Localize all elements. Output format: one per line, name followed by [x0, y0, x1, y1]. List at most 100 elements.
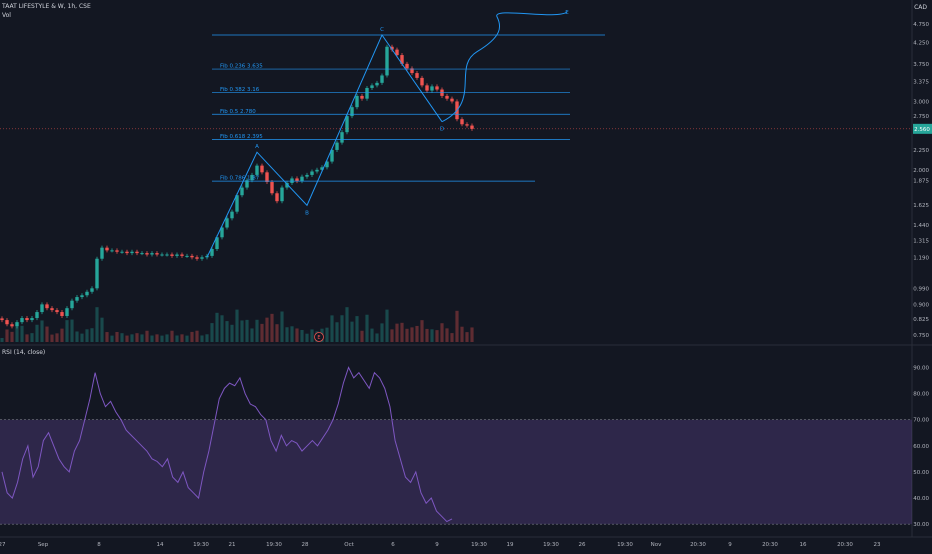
candle	[355, 95, 359, 108]
time-tick-label: 14	[157, 542, 164, 548]
volume-bar	[325, 327, 329, 342]
last-price-label: 2.560	[914, 127, 930, 133]
volume-bar	[400, 322, 404, 342]
candle	[50, 308, 54, 311]
volume-bar	[180, 334, 184, 342]
fib-level-label: Fib 0.236 3.635	[220, 64, 263, 70]
event-marker-label: E	[317, 335, 320, 341]
candle	[285, 182, 289, 188]
volume-bar	[410, 327, 414, 342]
volume-bar	[175, 335, 179, 342]
volume-bar	[145, 330, 149, 342]
candle	[385, 46, 389, 76]
candle	[0, 318, 4, 321]
candle	[420, 77, 424, 86]
time-tick-label: 26	[579, 542, 586, 548]
candle	[10, 324, 14, 327]
volume-bar	[215, 312, 219, 342]
candle	[90, 288, 94, 292]
volume-bar	[210, 323, 214, 342]
time-tick-label: 6	[391, 542, 395, 548]
candle	[270, 182, 274, 194]
volume-bar	[460, 326, 464, 342]
candle	[310, 171, 314, 175]
rsi-tick-label: 50.00	[913, 470, 929, 476]
time-tick-label: 9	[728, 542, 732, 548]
candle	[65, 308, 69, 317]
volume-bar	[445, 328, 449, 342]
volume-bar	[40, 320, 44, 342]
volume-bar	[300, 329, 304, 342]
candle	[250, 174, 254, 181]
volume-bar	[0, 338, 4, 342]
price-tick-label: 1.315	[913, 238, 929, 244]
candle	[415, 73, 419, 78]
volume-bar	[70, 319, 74, 342]
volume-bar	[50, 334, 54, 342]
rsi-line	[1, 366, 453, 523]
pattern-point-label: A	[255, 144, 259, 150]
volume-bar	[330, 315, 334, 342]
candle	[325, 161, 329, 168]
fib-level-label: Fib 0.786 1.87	[220, 176, 260, 182]
rsi-band	[0, 419, 912, 525]
candle	[30, 318, 34, 321]
price-tick-label: 0.825	[913, 317, 929, 323]
candle	[335, 142, 339, 150]
projection-curve	[441, 11, 568, 123]
pattern-point-label: B	[305, 210, 309, 216]
price-tick-label: 2.750	[913, 114, 929, 120]
candle	[395, 49, 399, 56]
candle	[55, 310, 59, 313]
volume-bar	[435, 330, 439, 342]
candle	[405, 63, 409, 69]
time-tick-label: 20:30	[690, 542, 706, 548]
volume-bar	[185, 335, 189, 342]
candle	[235, 195, 239, 212]
candle	[240, 187, 244, 196]
candle	[430, 86, 434, 91]
candle	[210, 249, 214, 256]
candle	[410, 68, 414, 74]
volume-bar	[405, 328, 409, 342]
candle	[380, 75, 384, 83]
time-tick-label: 27	[0, 542, 6, 548]
pattern-point-label: C	[380, 27, 384, 33]
rsi-tick-label: 40.00	[913, 496, 929, 502]
volume-bar	[20, 325, 24, 342]
candle	[360, 95, 364, 99]
candle	[230, 211, 234, 219]
event-marker	[314, 332, 324, 342]
volume-bar	[220, 315, 224, 342]
volume-bar	[95, 307, 99, 342]
candle	[295, 178, 299, 182]
candle	[80, 295, 84, 298]
volume-bar	[135, 333, 139, 342]
volume-bar	[380, 323, 384, 342]
volume-bar	[280, 311, 284, 342]
candle	[255, 165, 259, 175]
time-tick-label: 19:30	[193, 542, 209, 548]
volume-bar	[250, 328, 254, 342]
pattern-point-label: D	[440, 127, 444, 133]
candle	[150, 253, 154, 255]
candle	[215, 237, 219, 250]
volume-bar	[450, 333, 454, 342]
candle	[115, 250, 119, 252]
candle	[165, 254, 169, 256]
candle	[400, 55, 404, 64]
candle	[465, 124, 469, 126]
currency-label: CAD	[914, 4, 927, 11]
rsi-tick-label: 90.00	[913, 365, 929, 371]
candle	[225, 218, 229, 228]
candle	[60, 312, 64, 317]
volume-bar	[80, 333, 84, 342]
price-tick-label: 1.875	[913, 179, 929, 185]
volume-bar	[455, 310, 459, 342]
volume-bar	[30, 333, 34, 342]
candle	[195, 257, 199, 259]
candle	[5, 320, 9, 325]
